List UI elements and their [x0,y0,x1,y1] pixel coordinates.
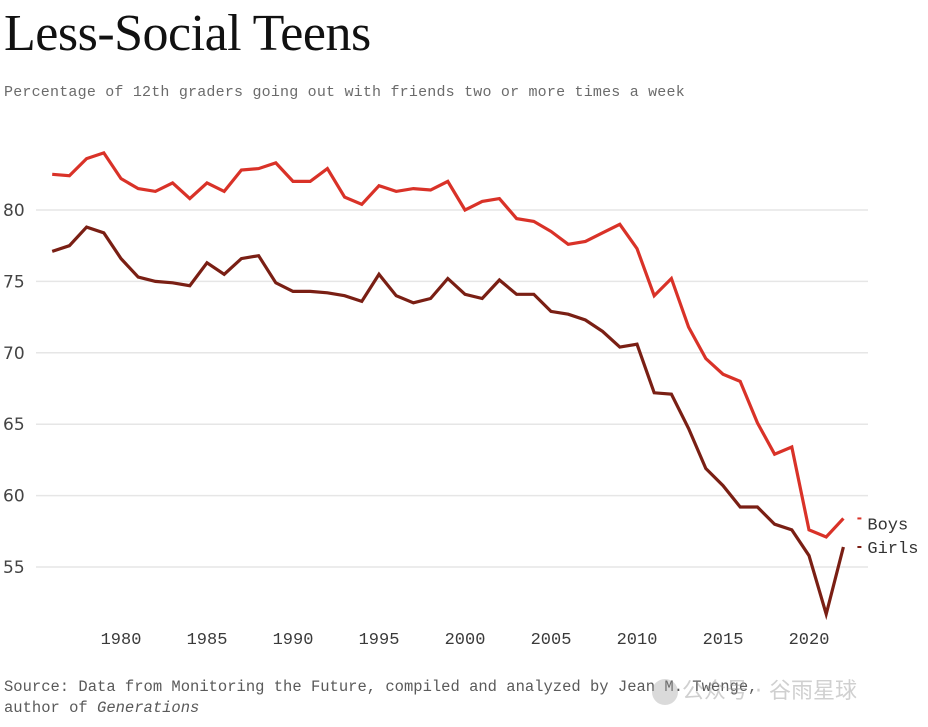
source-book-title: Generations [97,699,200,717]
wechat-icon [652,679,678,705]
watermark-text: 公众号 · 谷雨星球 [682,679,857,704]
y-axis-ticks: 55 60 65 70 75 80 [3,201,25,578]
x-tick-label: 2005 [531,631,572,650]
chart-title: Less-Social Teens [4,5,371,62]
x-tick-label: 2015 [703,631,744,650]
series-line-boys [52,150,845,539]
series-label-boys: Boys [867,516,908,535]
y-tick-label: 80 [3,201,25,221]
series-lines [51,150,845,621]
series-label-girls: Girls [867,540,918,559]
watermark: 公众号 · 谷雨星球 [652,673,857,705]
y-tick-label: 75 [3,272,25,292]
series-labels: Boys Girls [857,516,918,559]
source-text: Source: Data from Monitoring the Future,… [4,678,758,696]
x-tick-label: 1995 [359,631,400,650]
y-tick-label: 65 [3,415,25,435]
series-line-girls [51,225,845,621]
source-note: Source: Data from Monitoring the Future,… [4,677,757,719]
x-tick-label: 1985 [187,631,228,650]
x-axis-ticks: 1980 1985 1990 1995 2000 2005 2010 2015 2020 [101,631,830,650]
x-tick-label: 2010 [617,631,658,650]
source-author-prefix: author of [4,699,98,717]
x-tick-label: 1980 [101,631,142,650]
x-tick-label: 1990 [273,631,314,650]
y-tick-label: 60 [3,487,25,507]
x-tick-label: 2020 [789,631,830,650]
y-tick-label: 55 [3,558,25,578]
y-tick-label: 70 [3,344,25,364]
chart-subtitle: Percentage of 12th graders going out wit… [4,84,685,101]
x-tick-label: 2000 [445,631,486,650]
